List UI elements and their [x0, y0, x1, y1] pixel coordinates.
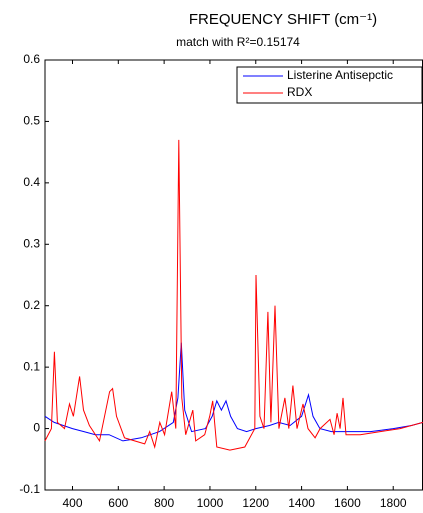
x-tick-label: 400 — [62, 496, 82, 510]
y-tick-label: 0.5 — [23, 114, 40, 128]
x-tick-label: 1800 — [380, 496, 407, 510]
y-tick-label: 0.1 — [23, 359, 40, 373]
x-tick-label: 800 — [154, 496, 174, 510]
y-tick-label: 0 — [33, 421, 40, 435]
series-line — [44, 139, 423, 451]
y-tick-label: 0.4 — [23, 175, 40, 189]
chart-subtitle: match with R²=0.15174 — [176, 35, 300, 49]
chart-title: FREQUENCY SHIFT (cm⁻¹) — [189, 11, 377, 28]
y-tick-label: -0.1 — [19, 482, 40, 496]
x-tick-label: 1000 — [197, 496, 224, 510]
legend-box — [236, 66, 423, 104]
legend-label: RDX — [287, 85, 312, 99]
y-tick-label: 0.6 — [23, 52, 40, 66]
y-tick-label: 0.2 — [23, 298, 40, 312]
x-tick-label: 1600 — [334, 496, 361, 510]
x-tick-label: 1200 — [242, 496, 269, 510]
plot-frame — [44, 59, 423, 491]
series-line — [44, 342, 423, 442]
legend-label: Listerine Antisepctic — [287, 68, 393, 82]
y-tick-label: 0.3 — [23, 236, 40, 250]
x-tick-label: 600 — [108, 496, 128, 510]
x-tick-label: 1400 — [288, 496, 315, 510]
